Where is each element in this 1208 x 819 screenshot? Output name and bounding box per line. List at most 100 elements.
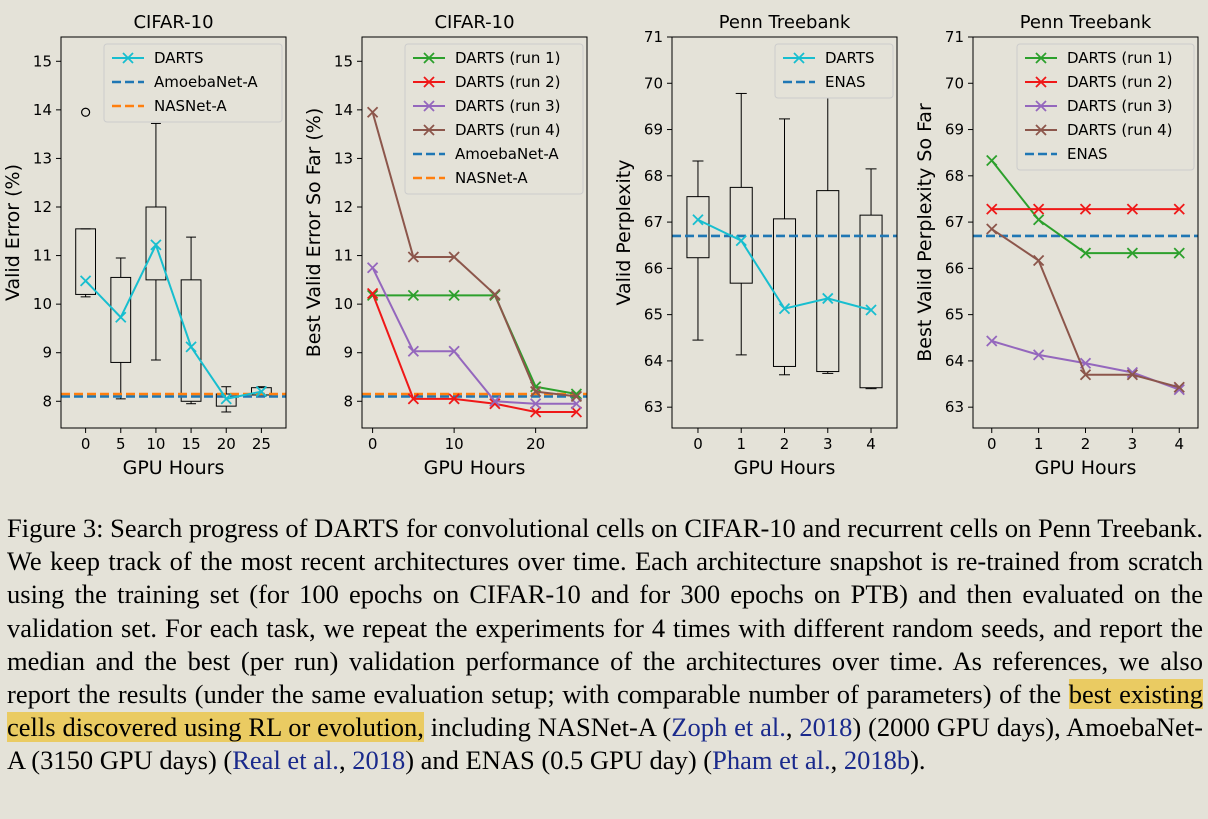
data-point bbox=[986, 223, 998, 235]
x-tick-label: 2 bbox=[1081, 435, 1091, 453]
data-point bbox=[692, 214, 704, 226]
y-tick-label: 68 bbox=[644, 167, 663, 185]
legend-marker bbox=[423, 124, 435, 136]
plot-frame bbox=[361, 36, 588, 429]
legend-label: ENAS bbox=[825, 73, 865, 91]
box bbox=[859, 214, 883, 389]
data-point bbox=[366, 106, 379, 118]
series-4 bbox=[366, 106, 583, 403]
x-tick-label: 1 bbox=[736, 435, 746, 453]
x-tick-label: 3 bbox=[1128, 435, 1138, 453]
citation-year-real[interactable]: 2018 bbox=[352, 745, 406, 776]
y-tick-label: 8 bbox=[42, 392, 52, 410]
data-point bbox=[407, 251, 419, 263]
legend-label: DARTS (run 2) bbox=[1067, 73, 1173, 91]
data-point bbox=[1079, 247, 1092, 259]
box bbox=[75, 228, 97, 295]
series-2 bbox=[986, 203, 1185, 215]
y-tick-label: 11 bbox=[33, 247, 52, 265]
legend-label: NASNet-A bbox=[154, 97, 227, 115]
y-axis-label: Valid Error (%) bbox=[2, 164, 24, 301]
series-line bbox=[372, 294, 577, 395]
y-tick-label: 67 bbox=[945, 213, 964, 231]
legend-marker bbox=[122, 52, 134, 64]
y-tick-label: 15 bbox=[334, 52, 353, 70]
caption-text: , bbox=[338, 745, 353, 776]
caption-text: ) and ENAS (0.5 GPU day) ( bbox=[405, 745, 713, 776]
data-point bbox=[986, 154, 998, 167]
y-tick-label: 69 bbox=[945, 121, 964, 139]
data-point bbox=[1126, 369, 1139, 381]
legend-label: DARTS (run 3) bbox=[455, 97, 561, 115]
legend-label: AmoebaNet-A bbox=[455, 145, 559, 163]
series-1 bbox=[79, 239, 268, 405]
legend-label: AmoebaNet-A bbox=[154, 73, 258, 91]
y-tick-label: 71 bbox=[945, 28, 964, 46]
data-point bbox=[366, 287, 379, 300]
caption-text: , bbox=[785, 712, 800, 743]
data-point bbox=[448, 345, 460, 357]
caption-text: Figure 3: Search progress of DARTS for c… bbox=[7, 513, 1203, 710]
data-point bbox=[220, 393, 232, 405]
caption-text: , bbox=[830, 745, 844, 776]
plot-frame bbox=[671, 36, 898, 429]
data-point bbox=[1173, 247, 1185, 259]
legend-label: DARTS (run 1) bbox=[1067, 49, 1173, 67]
data-point bbox=[1126, 247, 1139, 259]
series-line bbox=[84, 242, 262, 400]
citation-link-pham[interactable]: Pham et al. bbox=[712, 745, 831, 776]
boxplot-3 bbox=[816, 78, 840, 374]
y-tick-label: 15 bbox=[33, 52, 52, 70]
series-3 bbox=[986, 335, 1185, 396]
data-point bbox=[530, 385, 542, 398]
data-point bbox=[735, 234, 747, 247]
caption-text: ) (2000 GPU days), AmoebaNet-A (3150 GPU… bbox=[7, 712, 1204, 776]
citation-link-real[interactable]: Real et al. bbox=[232, 745, 339, 776]
y-tick-label: 12 bbox=[334, 198, 353, 216]
legend: DARTS (run 1) DARTS (run 2) DARTS (run 3) D… bbox=[1016, 43, 1195, 171]
legend: DARTS ENAS bbox=[774, 43, 894, 99]
x-tick-label: 10 bbox=[146, 435, 165, 453]
series-line bbox=[990, 159, 1180, 255]
legend-marker bbox=[423, 52, 435, 64]
citation-year-pham[interactable]: 2018b bbox=[843, 745, 911, 776]
y-tick-label: 65 bbox=[945, 306, 964, 324]
legend-marker bbox=[1035, 52, 1047, 64]
citation-year-zoph[interactable]: 2018 bbox=[799, 712, 853, 743]
data-point bbox=[489, 398, 501, 410]
legend-box bbox=[103, 43, 283, 123]
plot-frame bbox=[972, 36, 1199, 429]
x-tick-label: 20 bbox=[526, 435, 545, 453]
y-axis-label: Best Valid Error So Far (%) bbox=[303, 108, 325, 358]
y-axis-label: Best Valid Perplexity So Far bbox=[914, 103, 936, 362]
x-tick-label: 20 bbox=[217, 435, 236, 453]
data-point bbox=[1032, 349, 1045, 361]
data-point bbox=[255, 385, 268, 398]
y-tick-label: 68 bbox=[945, 167, 964, 185]
legend-box bbox=[404, 43, 584, 195]
data-point bbox=[1173, 381, 1185, 393]
caption-text: including NASNet-A ( bbox=[423, 712, 672, 743]
data-point bbox=[407, 393, 419, 405]
y-tick-label: 67 bbox=[644, 213, 663, 231]
data-point bbox=[150, 239, 162, 251]
boxplot-1 bbox=[729, 92, 753, 356]
boxplot-4 bbox=[859, 168, 883, 390]
citation-link-zoph[interactable]: Zoph et al. bbox=[671, 712, 786, 743]
y-tick-label: 8 bbox=[343, 392, 353, 410]
chart-title: CIFAR-10 bbox=[434, 12, 514, 33]
legend-label: DARTS (run 4) bbox=[455, 121, 561, 139]
x-tick-label: 3 bbox=[823, 435, 833, 453]
data-point bbox=[79, 275, 92, 287]
y-tick-label: 64 bbox=[644, 352, 663, 370]
x-tick-label: 1 bbox=[1034, 435, 1044, 453]
data-point bbox=[865, 304, 877, 316]
series-line bbox=[371, 267, 577, 405]
data-point bbox=[448, 393, 460, 405]
y-tick-label: 63 bbox=[945, 398, 964, 416]
x-tick-label: 0 bbox=[693, 435, 703, 453]
x-tick-label: 5 bbox=[116, 435, 126, 453]
legend-marker bbox=[423, 100, 435, 112]
data-point bbox=[407, 345, 419, 357]
